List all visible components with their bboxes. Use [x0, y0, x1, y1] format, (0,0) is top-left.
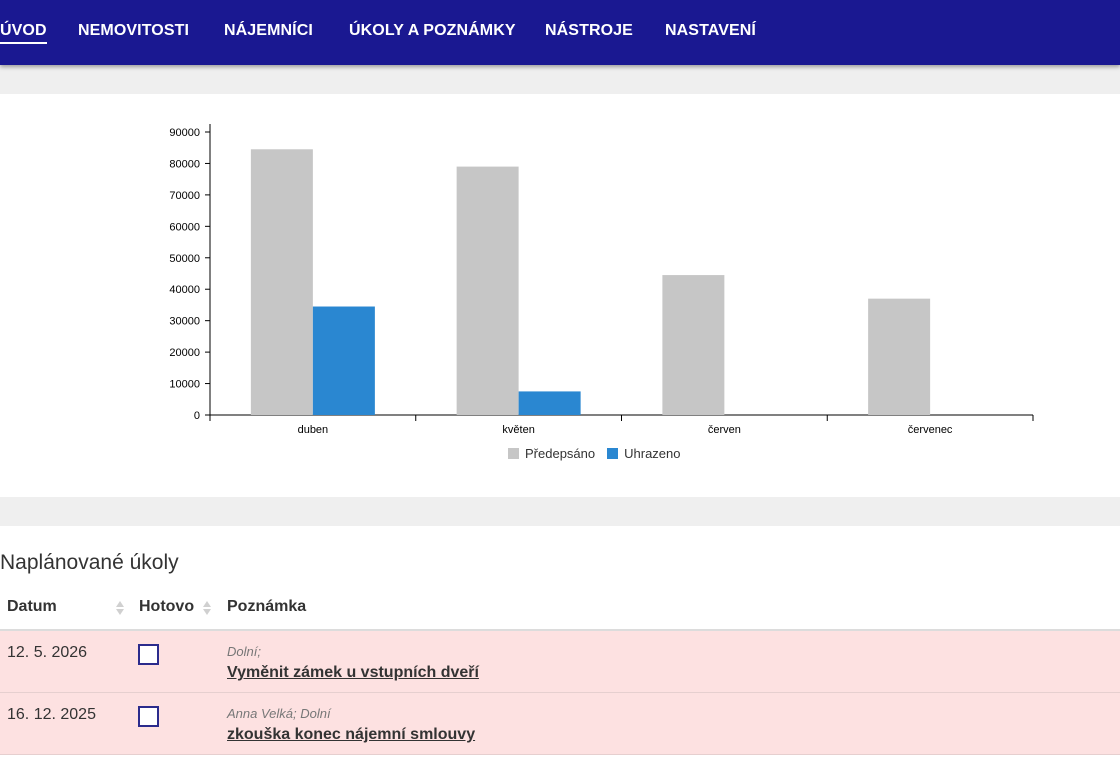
- payments-bar-chart: 0 10000 20000 30000 40000 50000 60000 70000 8000…: [169, 124, 1034, 436]
- table-header-divider: [0, 629, 1120, 631]
- nav-item-ukoly-a-poznamky[interactable]: ÚKOLY A POZNÁMKY: [349, 22, 516, 39]
- legend-label-predepsano: Předepsáno: [525, 446, 596, 461]
- task-link[interactable]: zkouška konec nájemní smlouvy: [227, 726, 476, 743]
- y-tick-label: 90000: [169, 127, 200, 139]
- chart-legend: Předepsáno Uhrazeno: [508, 446, 693, 461]
- task-date: 12. 5. 2026: [7, 644, 88, 661]
- legend-label-uhrazeno: Uhrazeno: [624, 446, 681, 461]
- bar-predepsano-duben: [250, 149, 313, 416]
- done-checkbox[interactable]: [138, 706, 159, 727]
- top-navigation: ÚVOD NEMOVITOSTI NÁJEMNÍCI ÚKOLY A POZNÁ…: [0, 0, 1120, 65]
- table-row: 12. 5. 2026 Dolní; Vyměnit zámek u vstup…: [0, 631, 1120, 693]
- section-title: Naplánované úkoly: [0, 551, 179, 574]
- y-tick-label: 60000: [169, 221, 200, 233]
- done-checkbox[interactable]: [138, 644, 159, 665]
- planned-tasks-section: Naplánované úkoly Datum Hotovo Poznámka …: [0, 526, 1120, 765]
- nav-item-nemovitosti[interactable]: NEMOVITOSTI: [78, 22, 190, 39]
- x-tick-label: červen: [708, 424, 741, 436]
- y-tick-label: 0: [194, 410, 200, 422]
- y-tick-label: 10000: [169, 379, 200, 391]
- nav-item-nastroje[interactable]: NÁSTROJE: [545, 22, 633, 39]
- task-assignee: Dolní;: [227, 644, 261, 659]
- x-tick-label: duben: [298, 424, 329, 436]
- x-tick-label: červenec: [908, 424, 953, 436]
- bar-predepsano-květen: [456, 166, 519, 415]
- task-link[interactable]: Vyměnit zámek u vstupních dveří: [227, 664, 479, 681]
- bar-predepsano-červen: [662, 275, 725, 415]
- bar-uhrazeno-duben: [312, 306, 375, 415]
- bar-predepsano-červenec: [868, 298, 931, 415]
- legend-item-uhrazeno[interactable]: Uhrazeno: [607, 446, 681, 461]
- y-tick-label: 30000: [169, 316, 200, 328]
- task-date: 16. 12. 2025: [7, 706, 96, 723]
- y-tick-label: 20000: [169, 347, 200, 359]
- column-header-note: Poznámka: [227, 598, 307, 615]
- y-tick-label: 70000: [169, 190, 200, 202]
- y-tick-label: 40000: [169, 284, 200, 296]
- sort-icon[interactable]: [116, 600, 124, 616]
- bar-uhrazeno-květen: [518, 391, 581, 415]
- nav-item-najemnici[interactable]: NÁJEMNÍCI: [224, 22, 313, 39]
- y-tick-label: 50000: [169, 253, 200, 265]
- payments-chart-card: 0 10000 20000 30000 40000 50000 60000 70000 8000…: [0, 94, 1120, 497]
- y-tick-label: 80000: [169, 158, 200, 170]
- legend-swatch-predepsano: [508, 448, 519, 459]
- nav-item-uvod[interactable]: ÚVOD: [0, 22, 47, 44]
- sort-icon[interactable]: [203, 600, 211, 616]
- task-assignee: Anna Velká; Dolní: [227, 706, 331, 721]
- table-row: 16. 12. 2025 Anna Velká; Dolní zkouška k…: [0, 693, 1120, 755]
- column-header-date[interactable]: Datum: [7, 598, 57, 615]
- column-header-done[interactable]: Hotovo: [139, 598, 195, 615]
- legend-swatch-uhrazeno: [607, 448, 619, 459]
- x-tick-label: květen: [502, 424, 534, 436]
- legend-item-predepsano[interactable]: Předepsáno: [508, 446, 595, 461]
- nav-item-nastaveni[interactable]: NASTAVENÍ: [665, 22, 756, 39]
